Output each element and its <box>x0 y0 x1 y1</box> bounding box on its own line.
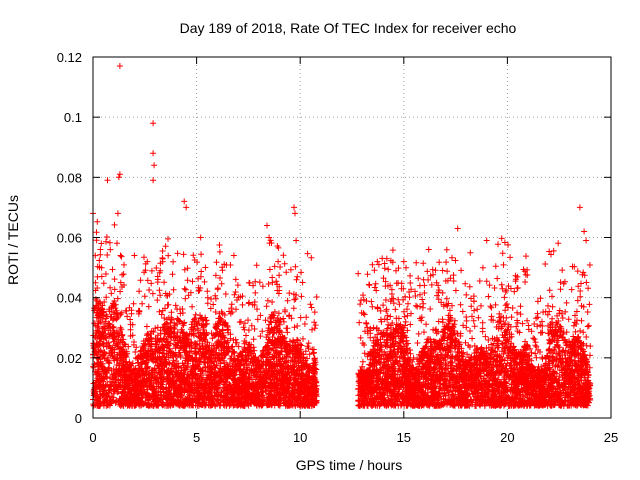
y-tick-label: 0.04 <box>57 291 82 306</box>
y-tick-label: 0.1 <box>64 110 82 125</box>
axis-ticks <box>92 56 612 419</box>
y-tick-label: 0 <box>75 411 82 426</box>
y-tick-labels: 0 0.02 0.04 0.06 0.08 0.1 0.12 <box>57 50 82 426</box>
roti-point-markers <box>90 63 594 409</box>
x-tick-label: 0 <box>89 430 96 445</box>
chart-title: Day 189 of 2018, Rate Of TEC Index for r… <box>180 20 517 36</box>
y-tick-label: 0.02 <box>57 351 82 366</box>
x-tick-label: 5 <box>193 430 200 445</box>
y-tick-label: 0.12 <box>57 50 82 65</box>
x-axis-label: GPS time / hours <box>296 457 403 473</box>
y-tick-label: 0.06 <box>57 231 82 246</box>
data-points <box>90 63 594 409</box>
x-tick-labels: 0 5 10 15 20 25 <box>89 430 618 445</box>
y-tick-label: 0.08 <box>57 170 82 185</box>
y-axis-label: ROTI / TECUs <box>5 195 21 285</box>
x-tick-label: 20 <box>500 430 514 445</box>
x-tick-label: 10 <box>293 430 307 445</box>
x-tick-label: 25 <box>604 430 618 445</box>
x-tick-label: 15 <box>397 430 411 445</box>
